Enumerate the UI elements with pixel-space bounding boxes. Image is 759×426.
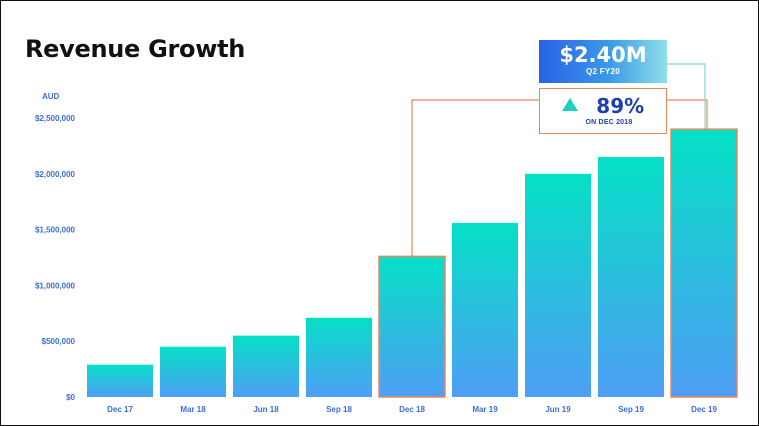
x-tick-label: Sep 18 <box>326 405 352 414</box>
y-tick-label: $2,500,000 <box>35 114 76 123</box>
bar-dec-18 <box>378 255 446 398</box>
bar-dec-19 <box>670 128 738 398</box>
y-tick-label: $1,500,000 <box>35 226 76 235</box>
bar-mar-19 <box>452 222 518 397</box>
callout-connectors <box>411 63 708 257</box>
growth-connector-line <box>411 99 539 257</box>
callout-value: $2.40M <box>559 43 647 67</box>
y-axis-ticks: $0 $500,000 $1,000,000 $1,500,000 $2,000,000… <box>35 114 76 402</box>
bar-jun-18 <box>233 335 299 397</box>
x-axis-labels: Dec 17 Mar 18 Jun 18 Sep 18 Dec 18 Mar 19 Jun … <box>107 405 717 414</box>
y-tick-label: $1,000,000 <box>35 281 76 290</box>
bar-dec-17 <box>87 364 153 397</box>
growth-percentage: 89% <box>596 94 645 118</box>
growth-row: 89% <box>540 94 666 118</box>
y-axis-unit-label: AUD <box>42 92 60 101</box>
value-connector-line <box>667 63 706 130</box>
growth-connector-right <box>667 99 708 130</box>
bar-mar-18 <box>160 346 226 397</box>
growth-reference: ON DEC 2018 <box>585 119 633 126</box>
bar-jun-19 <box>525 173 591 397</box>
y-tick-label: $2,000,000 <box>35 170 76 179</box>
bar-sep-19 <box>598 157 664 397</box>
x-tick-label: Jun 19 <box>545 405 571 414</box>
x-tick-label: Dec 18 <box>399 405 425 414</box>
callout-period: Q2 FY20 <box>585 67 621 76</box>
y-tick-label: $0 <box>66 393 75 402</box>
chart-title: Revenue Growth <box>25 35 246 63</box>
revenue-value-callout: $2.40M Q2 FY20 <box>539 40 667 83</box>
x-tick-label: Mar 19 <box>472 405 498 414</box>
y-tick-label: $500,000 <box>42 337 76 346</box>
x-tick-label: Mar 18 <box>180 405 206 414</box>
bars-group <box>87 128 738 398</box>
x-tick-label: Dec 17 <box>107 405 133 414</box>
bar-sep-18 <box>306 317 372 397</box>
up-triangle-icon <box>561 98 578 111</box>
growth-callout: 89% ON DEC 2018 <box>539 88 667 134</box>
x-tick-label: Dec 19 <box>691 405 717 414</box>
x-tick-label: Sep 19 <box>618 405 644 414</box>
x-tick-label: Jun 18 <box>253 405 279 414</box>
